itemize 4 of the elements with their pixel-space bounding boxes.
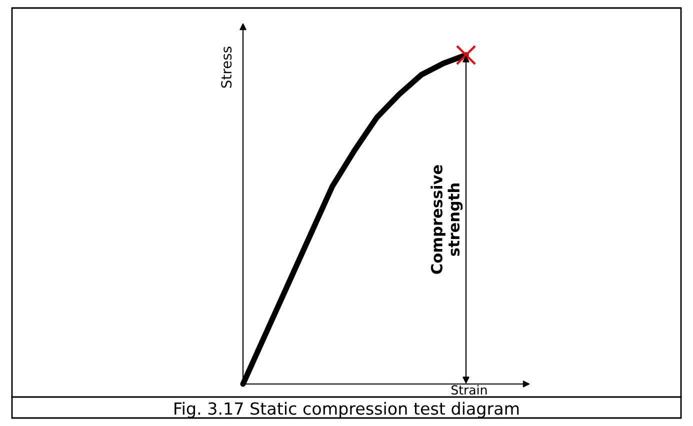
x-axis-title: Strain xyxy=(452,384,487,395)
y-axis-title: Stress xyxy=(221,46,232,88)
caption: Fig. 3.17 Static compression test diagram xyxy=(174,402,519,418)
annotation: Compressive strength xyxy=(430,165,463,274)
